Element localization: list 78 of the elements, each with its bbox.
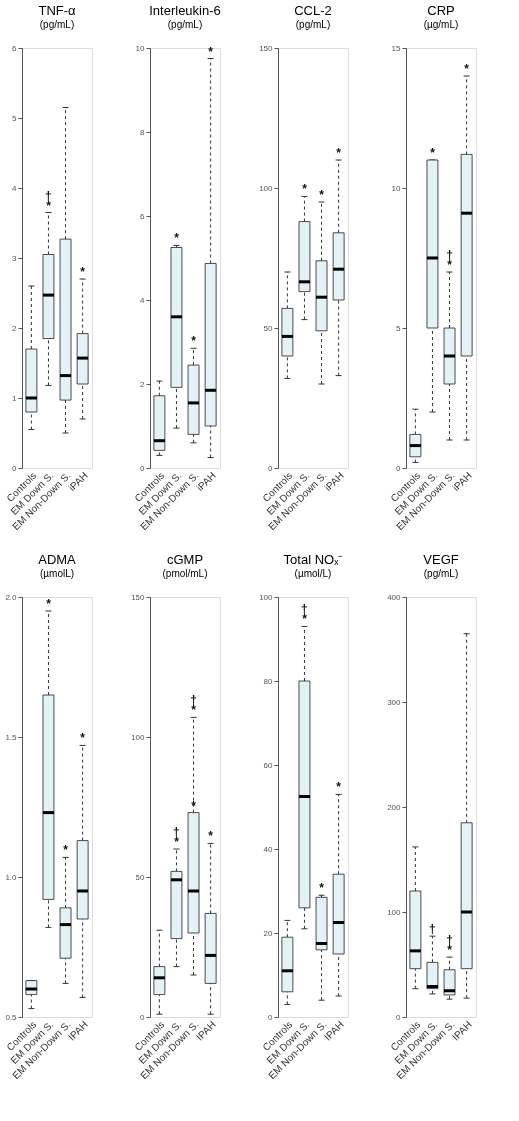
annotation: * (191, 703, 197, 718)
y-tick-label: 400 (387, 592, 402, 602)
y-tick-label: 10 (135, 43, 146, 53)
y-tick-label: 4 (12, 183, 18, 193)
chart-title: cGMP (166, 552, 204, 567)
y-tick-label: 1.5 (5, 732, 18, 742)
y-tick-label: 0 (140, 463, 146, 473)
chart-title: VEGF (423, 552, 459, 567)
y-tick-label: 100 (259, 183, 274, 193)
y-tick-label: 0 (396, 463, 402, 473)
annotation: * (80, 731, 86, 746)
y-tick-label: 50 (263, 323, 274, 333)
y-tick-label: 0 (268, 463, 274, 473)
annotation: * (191, 798, 197, 813)
chart-subtitle: (pg/mL) (295, 19, 331, 30)
annotation: * (319, 188, 325, 202)
y-tick-label: 8 (140, 127, 146, 137)
chart-title: Interleukin-6 (149, 3, 221, 18)
y-tick-label: 100 (387, 907, 402, 917)
y-tick-label: 5 (396, 323, 402, 333)
chart-title: CRP (427, 3, 455, 18)
annotation: * (464, 62, 470, 76)
y-tick-label: 60 (263, 760, 274, 770)
y-tick-label: 2 (140, 379, 146, 389)
annotation: * (208, 829, 214, 844)
y-tick-label: 0 (140, 1012, 146, 1022)
annotation: * (430, 146, 436, 160)
chart-subtitle: (µg/mL) (423, 19, 459, 30)
y-tick-label: 2.0 (5, 592, 18, 602)
annotation: * (174, 231, 180, 246)
chart-subtitle: (pg/mL) (167, 19, 203, 30)
y-tick-label: 150 (131, 592, 146, 602)
annotation: † (429, 922, 436, 937)
y-tick-label: 3 (12, 253, 18, 263)
y-tick-label: 100 (131, 732, 146, 742)
annotation: * (174, 835, 180, 849)
y-tick-label: 40 (263, 844, 274, 854)
y-tick-label: 6 (12, 43, 18, 53)
y-tick-label: 300 (387, 697, 402, 707)
y-tick-label: 10 (391, 183, 402, 193)
y-tick-label: 5 (12, 113, 18, 123)
annotation: * (80, 265, 86, 279)
chart-title: ADMA (38, 552, 77, 567)
chart-title: TNF-α (38, 3, 77, 18)
annotation: * (302, 612, 308, 627)
chart-title: CCL-2 (294, 3, 332, 18)
y-tick-label: 50 (135, 872, 146, 882)
annotation: * (46, 198, 52, 213)
chart-subtitle: (µmol/L) (294, 568, 332, 579)
annotation: * (46, 597, 52, 611)
annotation: * (336, 780, 342, 795)
y-tick-label: 150 (259, 43, 274, 53)
annotation: * (63, 843, 69, 858)
y-tick-label: 6 (140, 211, 146, 221)
y-tick-label: 20 (263, 928, 274, 938)
y-tick-label: 0 (396, 1012, 402, 1022)
y-tick-label: 200 (387, 802, 402, 812)
y-tick-label: 0 (268, 1012, 274, 1022)
y-tick-label: 15 (391, 43, 402, 53)
y-tick-label: 1 (12, 393, 18, 403)
y-tick-label: 0 (12, 463, 18, 473)
chart-subtitle: (pg/mL) (423, 568, 459, 579)
annotation: * (319, 881, 325, 896)
chart-subtitle: (pmol/mL) (162, 568, 208, 579)
annotation: * (336, 146, 342, 160)
y-tick-label: 0.5 (5, 1012, 18, 1022)
annotation: * (191, 334, 197, 349)
chart-title: Total NOₓ⁻ (283, 552, 343, 567)
y-tick-label: 2 (12, 323, 18, 333)
annotation: * (302, 182, 308, 197)
annotation: * (208, 44, 214, 59)
y-tick-label: 100 (259, 592, 274, 602)
annotation: * (447, 258, 453, 272)
y-tick-label: 80 (263, 676, 274, 686)
chart-subtitle: (µmolL) (39, 568, 75, 579)
y-tick-label: 4 (140, 295, 146, 305)
chart-subtitle: (pg/mL) (39, 19, 75, 30)
y-tick-label: 1.0 (5, 872, 18, 882)
